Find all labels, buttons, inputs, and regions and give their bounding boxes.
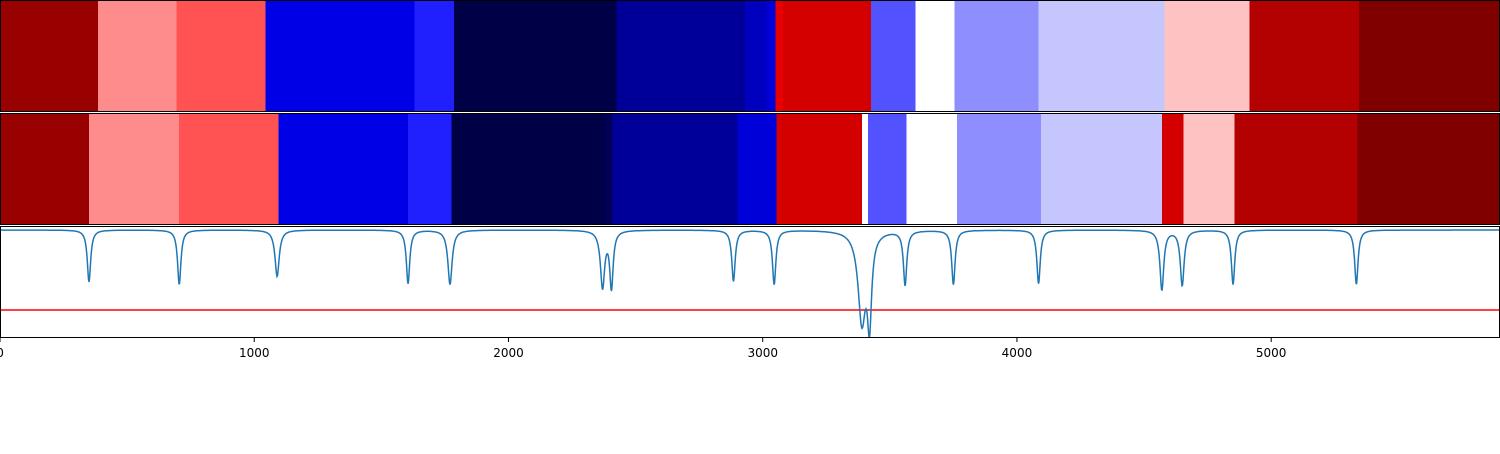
heatmap-segment [0, 113, 90, 225]
heatmap-segment [1357, 113, 1500, 225]
heatmap-segment [616, 0, 746, 112]
x-tick-label: 0 [0, 346, 4, 360]
heatmap-segment [278, 113, 409, 225]
heatmap-segment [612, 113, 738, 225]
heatmap-segment [775, 0, 784, 112]
heatmap-segment [861, 113, 869, 225]
x-tick-label: 3000 [747, 346, 778, 360]
heatmap-segment [957, 113, 1042, 225]
heatmap-segment [766, 0, 777, 112]
heatmap-segment [1161, 113, 1185, 225]
heatmap-segment [453, 0, 618, 112]
heatmap-segment [451, 113, 606, 225]
heatmap-segment [1183, 113, 1235, 225]
line-panel-frame [0, 226, 1500, 338]
x-tick-label: 1000 [239, 346, 270, 360]
heatmap-segment [1164, 0, 1251, 112]
heatmap-segment [744, 0, 768, 112]
heatmap-segment [605, 113, 614, 225]
heatmap-segment [408, 113, 452, 225]
heatmap-segment [0, 0, 99, 112]
x-tick-label: 2000 [493, 346, 524, 360]
heatmap-segment [1234, 113, 1359, 225]
heatmap-segment [265, 0, 416, 112]
x-tick-label: 4000 [1002, 346, 1033, 360]
heatmap-segment [88, 113, 180, 225]
heatmap-segment [870, 0, 916, 112]
heatmap-segment [737, 113, 778, 225]
heatmap-segment [954, 0, 1040, 112]
heatmap-segment [414, 0, 455, 112]
heatmap-segment [1358, 0, 1500, 112]
heatmap-segment [176, 0, 267, 112]
x-tick-label: 5000 [1256, 346, 1287, 360]
heatmap-segment [868, 113, 907, 225]
heatmap-segment [783, 0, 872, 112]
heatmap-segment [1249, 0, 1360, 112]
heatmap-segment [915, 0, 956, 112]
heatmap-segment [1041, 113, 1163, 225]
series-line [0, 229, 1500, 338]
heatmap-segment [179, 113, 279, 225]
heatmap-segment [776, 113, 863, 225]
heatmap-segment [906, 113, 958, 225]
heatmap-segment [1038, 0, 1166, 112]
heatmap-segment [97, 0, 178, 112]
